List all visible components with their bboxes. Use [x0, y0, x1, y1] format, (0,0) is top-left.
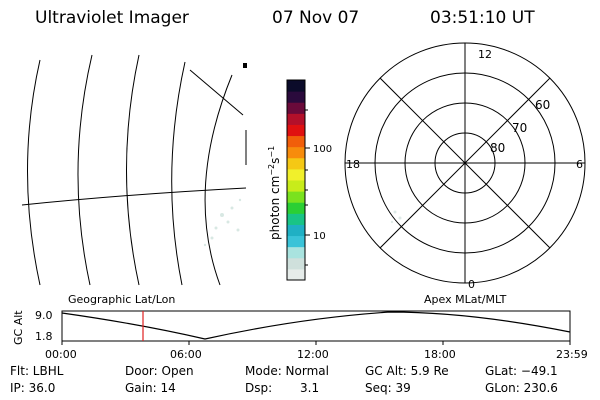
colorbar-ticks: [305, 109, 310, 266]
gain-value: Gain: 14: [125, 381, 176, 395]
orbit-altitude-curve: [61, 311, 571, 340]
glon-value: GLon: 230.6: [485, 381, 558, 395]
mlt-label-0: 0: [468, 278, 475, 291]
colorbar-segment: [287, 102, 305, 114]
mlt-label-18: 18: [346, 158, 360, 171]
colorbar-segment: [287, 113, 305, 125]
colorbar-segment: [287, 213, 305, 225]
mlt-label-6: 6: [576, 158, 583, 171]
colorbar-border: [286, 79, 306, 281]
colorbar-segment: [287, 80, 305, 92]
colorbar-segment: [287, 235, 305, 248]
gc-alt-tick-max: 9.0: [35, 309, 53, 322]
mlat-label-70: 70: [512, 121, 527, 135]
colorbar-segment: [287, 168, 305, 181]
door-status: Door: Open: [125, 364, 194, 378]
polar-plot: [344, 42, 586, 284]
colorbar-segment: [287, 268, 305, 281]
colorbar-segment: [287, 202, 305, 214]
mlat-label-60: 60: [535, 98, 550, 112]
colorbar-unit-label: photon cm−2s−1: [267, 146, 282, 240]
time-tick: 23:59: [556, 348, 588, 361]
aurora-faint-emission: [203, 198, 242, 247]
polar-faint-emission: [390, 210, 402, 224]
colorbar-segment: [287, 124, 305, 137]
time-label: 03:51:10 UT: [430, 8, 535, 28]
time-tick: 12:00: [297, 348, 329, 361]
gc-alt-plot: [61, 310, 571, 345]
apex-label: Apex MLat/MLT: [424, 293, 507, 306]
app-title: Ultraviolet Imager: [35, 8, 189, 28]
colorbar-segment: [287, 91, 305, 103]
dsp-value: 3.1: [300, 381, 320, 395]
colorbar-segment: [287, 246, 305, 259]
colorbar-segment: [287, 224, 305, 237]
time-tick: 06:00: [170, 348, 202, 361]
gc-alt-tick-min: 1.8: [35, 330, 53, 343]
colorbar-tick-10: 10: [313, 231, 326, 242]
geographic-grid: [21, 54, 247, 286]
time-tick: 18:00: [424, 348, 456, 361]
colorbar-segment: [287, 180, 305, 192]
dsp-label: Dsp:: [245, 381, 273, 395]
time-tick: 00:00: [45, 348, 77, 361]
colorbar-segment: [287, 157, 305, 170]
colorbar-segment: [287, 146, 305, 159]
seq-value: Seq: 39: [365, 381, 411, 395]
colorbar: [286, 79, 306, 281]
colorbar-segment: [287, 257, 305, 270]
colorbar-tick-100: 100: [313, 144, 332, 155]
date-label: 07 Nov 07: [272, 8, 360, 28]
mlt-label-12: 12: [478, 48, 492, 61]
colorbar-segment: [287, 191, 305, 203]
ip-value: IP: 36.0: [10, 381, 56, 395]
marker-dot: [243, 63, 247, 68]
glat-value: GLat: −49.1: [485, 364, 558, 378]
mode-value: Mode: Normal: [245, 364, 329, 378]
mlat-label-80: 80: [490, 141, 505, 155]
filter-value: Flt: LBHL: [10, 364, 64, 378]
gc-alt-axis-label: GC Alt: [12, 310, 25, 345]
gc-alt-value: GC Alt: 5.9 Re: [365, 364, 449, 378]
geographic-label: Geographic Lat/Lon: [68, 293, 176, 306]
colorbar-segment: [287, 135, 305, 148]
